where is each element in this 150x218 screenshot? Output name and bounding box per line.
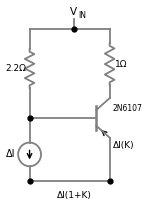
Text: ΔI: ΔI: [6, 149, 15, 159]
Text: 2.2Ω: 2.2Ω: [6, 64, 27, 73]
Text: 1Ω: 1Ω: [115, 60, 128, 69]
Text: IN: IN: [79, 11, 87, 20]
Text: 2N6107: 2N6107: [112, 104, 142, 112]
Text: ΔI(K): ΔI(K): [112, 141, 134, 150]
Text: V: V: [70, 7, 77, 17]
Text: ΔI(1+K): ΔI(1+K): [57, 191, 92, 200]
